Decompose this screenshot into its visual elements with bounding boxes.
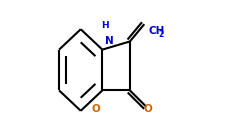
Text: H: H [101, 21, 109, 30]
Text: O: O [91, 104, 100, 114]
Text: CH: CH [148, 26, 165, 36]
Text: O: O [144, 104, 153, 114]
Text: 2: 2 [158, 30, 164, 39]
Text: N: N [105, 36, 114, 46]
